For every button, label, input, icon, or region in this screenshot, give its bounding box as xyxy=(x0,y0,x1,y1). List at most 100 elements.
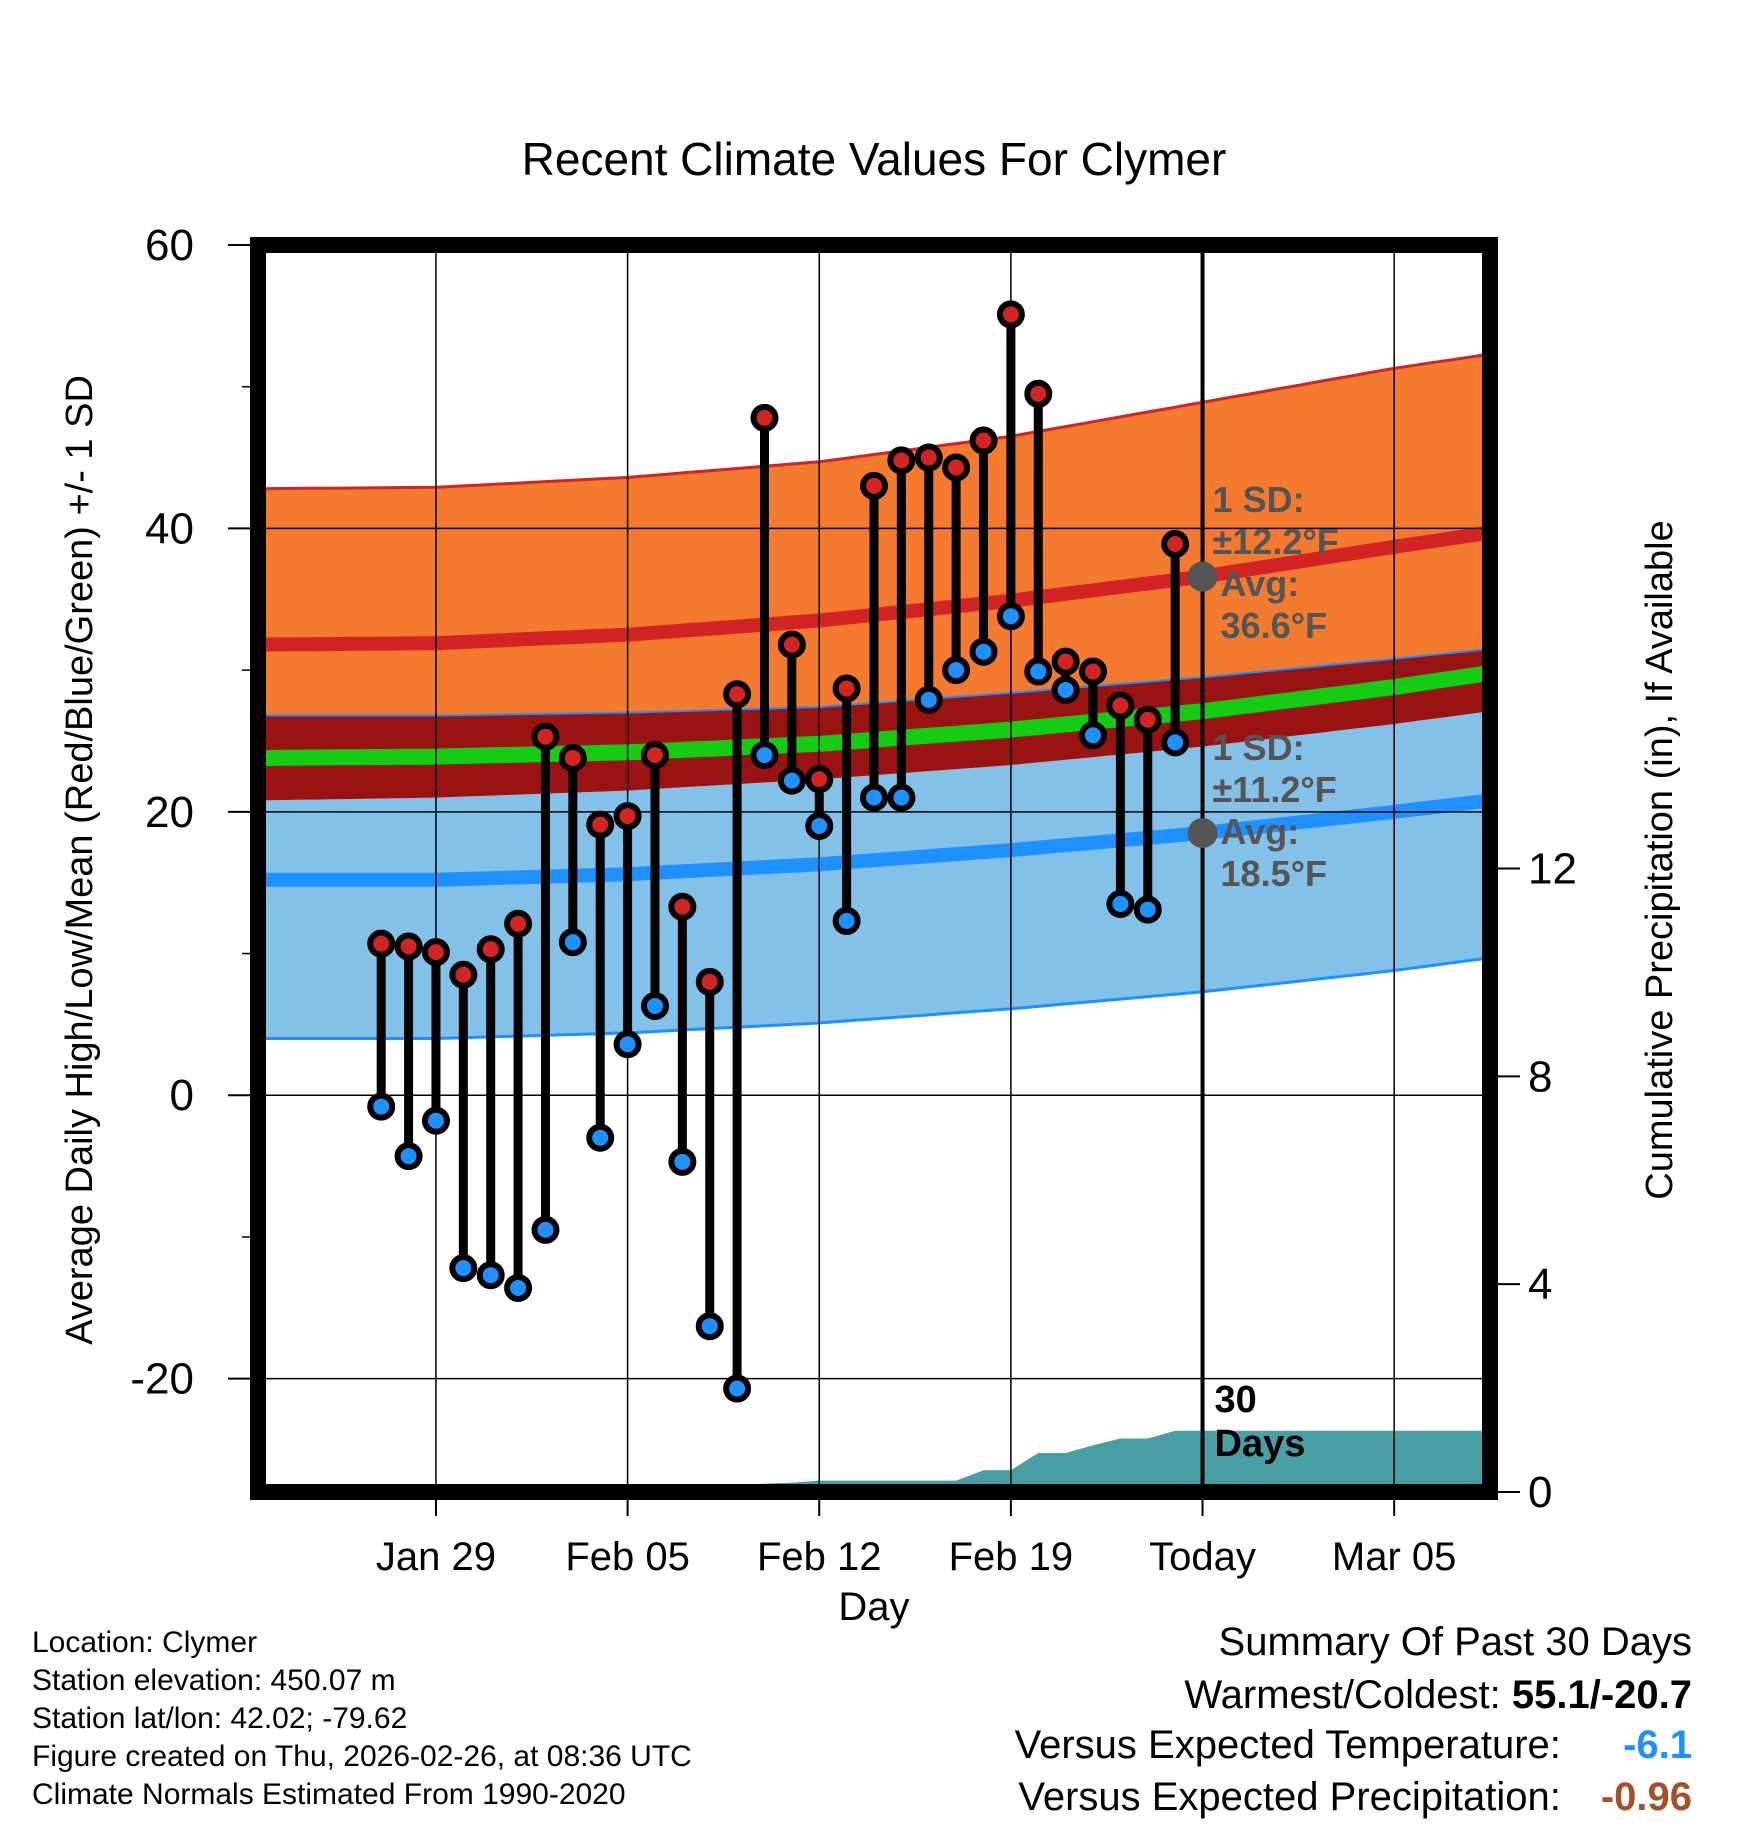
low-average-line xyxy=(258,793,1490,887)
daily-high-marker xyxy=(860,471,888,500)
info-latlon: Station lat/lon: 42.02; -79.62 xyxy=(32,1702,408,1735)
daily-low-marker xyxy=(1106,889,1135,918)
summary-heading: Summary Of Past 30 Days xyxy=(1218,1620,1692,1664)
sd-high-label-line: 1 SD: xyxy=(1213,479,1305,520)
daily-high-marker xyxy=(805,765,834,794)
plot-frame xyxy=(250,237,1498,1500)
daily-low-marker xyxy=(1161,728,1190,757)
daily-high-marker xyxy=(640,741,669,770)
y-tick-label-right: 12 xyxy=(1528,845,1577,894)
daily-low-marker xyxy=(613,1030,642,1059)
daily-high-marker xyxy=(723,680,752,709)
daily-high-marker xyxy=(504,909,533,938)
sd-low-label-line: ±11.2°F xyxy=(1213,769,1337,810)
daily-high-marker xyxy=(558,743,587,772)
y-tick-label-left: 20 xyxy=(145,788,194,837)
daily-low-marker xyxy=(668,1147,697,1176)
y-axis-label-right: Cumulative Precipitation (in), If Availa… xyxy=(1639,520,1681,1199)
summary-temp-value: -6.1 xyxy=(1623,1723,1692,1767)
x-tick-label: Jan 29 xyxy=(376,1535,496,1579)
daily-high-marker xyxy=(531,722,560,751)
daily-low-marker xyxy=(887,783,916,812)
daily-low-marker xyxy=(1051,675,1080,704)
summary-warmest-value: 55.1/-20.7 xyxy=(1511,1673,1692,1717)
x-tick-label: Today xyxy=(1149,1535,1256,1579)
daily-low-marker xyxy=(969,637,998,666)
daily-low-marker xyxy=(805,811,834,840)
summary-precip: Versus Expected Precipitation: -0.96 xyxy=(1018,1775,1692,1819)
daily-low-marker xyxy=(1024,657,1053,686)
y-tick-label-left: 40 xyxy=(145,504,194,553)
daily-low-marker xyxy=(695,1312,724,1341)
daily-low-marker xyxy=(449,1254,478,1283)
daily-high-marker xyxy=(668,892,697,921)
window-label-days: Days xyxy=(1215,1423,1306,1465)
daily-high-marker xyxy=(1133,705,1162,734)
daily-low-marker xyxy=(476,1261,505,1290)
daily-low-marker xyxy=(421,1106,450,1135)
daily-high-marker xyxy=(969,426,998,455)
daily-low-marker xyxy=(1079,721,1108,750)
daily-high-marker xyxy=(942,453,971,482)
sd-low-label-line: Avg: xyxy=(1221,811,1300,852)
sd-low-label-line: 1 SD: xyxy=(1213,727,1305,768)
daily-high-marker xyxy=(367,929,396,958)
y-tick-label-right: 0 xyxy=(1528,1468,1552,1517)
daily-high-marker xyxy=(832,674,861,703)
y-tick-label-left: 60 xyxy=(145,221,194,270)
daily-high-marker xyxy=(1106,691,1135,720)
daily-low-marker xyxy=(640,991,669,1020)
precipitation-area xyxy=(627,1430,1490,1492)
daily-low-marker xyxy=(504,1273,533,1302)
daily-low-marker xyxy=(942,656,971,685)
daily-low-marker xyxy=(832,906,861,935)
sd-low-label-line: 18.5°F xyxy=(1221,853,1327,894)
daily-low-marker xyxy=(586,1123,615,1152)
daily-low-marker xyxy=(723,1374,752,1403)
x-axis-label: Day xyxy=(838,1585,909,1629)
daily-high-marker xyxy=(750,403,779,432)
daily-low-marker xyxy=(531,1215,560,1244)
y-tick-label-left: 0 xyxy=(170,1071,194,1120)
summary-warmest: Warmest/Coldest: 55.1/-20.7 xyxy=(1184,1673,1692,1717)
y-tick-label-left: -20 xyxy=(130,1355,194,1404)
station-info: Location: Clymer Station elevation: 450.… xyxy=(32,1624,692,1814)
high-upper-edge xyxy=(258,352,1490,491)
daily-high-marker xyxy=(394,932,423,961)
daily-high-marker xyxy=(887,446,916,475)
daily-high-marker xyxy=(777,630,806,659)
summary-precip-value: -0.96 xyxy=(1600,1775,1692,1819)
sd-high-label-line: Avg: xyxy=(1221,563,1300,604)
info-location: Location: Clymer xyxy=(32,1626,258,1659)
y-tick-label-right: 4 xyxy=(1528,1260,1552,1309)
daily-high-marker xyxy=(1051,647,1080,676)
summary-temp: Versus Expected Temperature: -6.1 xyxy=(1014,1723,1692,1767)
sd-high-label-line: ±12.2°F xyxy=(1213,521,1339,562)
info-normals: Climate Normals Estimated From 1990-2020 xyxy=(32,1778,626,1811)
sd-high-label-line: 36.6°F xyxy=(1221,605,1327,646)
daily-high-marker xyxy=(695,967,724,996)
today-low-avg-dot xyxy=(1187,818,1218,849)
info-elevation: Station elevation: 450.07 m xyxy=(32,1664,396,1697)
today-high-avg-dot xyxy=(1187,561,1218,592)
daily-high-marker xyxy=(421,938,450,967)
daily-high-marker xyxy=(1161,529,1190,558)
daily-high-marker xyxy=(996,300,1025,329)
x-tick-label: Feb 12 xyxy=(757,1535,882,1579)
daily-high-marker xyxy=(613,802,642,831)
info-created: Figure created on Thu, 2026-02-26, at 08… xyxy=(32,1740,692,1773)
low-sd-band-lower xyxy=(258,800,1490,1039)
daily-low-marker xyxy=(860,783,888,812)
x-tick-label: Mar 05 xyxy=(1332,1535,1457,1579)
daily-high-marker xyxy=(476,935,505,964)
daily-high-marker xyxy=(449,960,478,989)
daily-low-marker xyxy=(777,766,806,795)
daily-low-marker xyxy=(394,1142,423,1171)
daily-high-marker xyxy=(1079,657,1108,686)
daily-high-marker xyxy=(586,810,615,839)
daily-low-marker xyxy=(367,1092,396,1121)
x-tick-label: Feb 05 xyxy=(565,1535,690,1579)
daily-high-marker xyxy=(1024,379,1053,408)
daily-low-marker xyxy=(558,928,587,957)
